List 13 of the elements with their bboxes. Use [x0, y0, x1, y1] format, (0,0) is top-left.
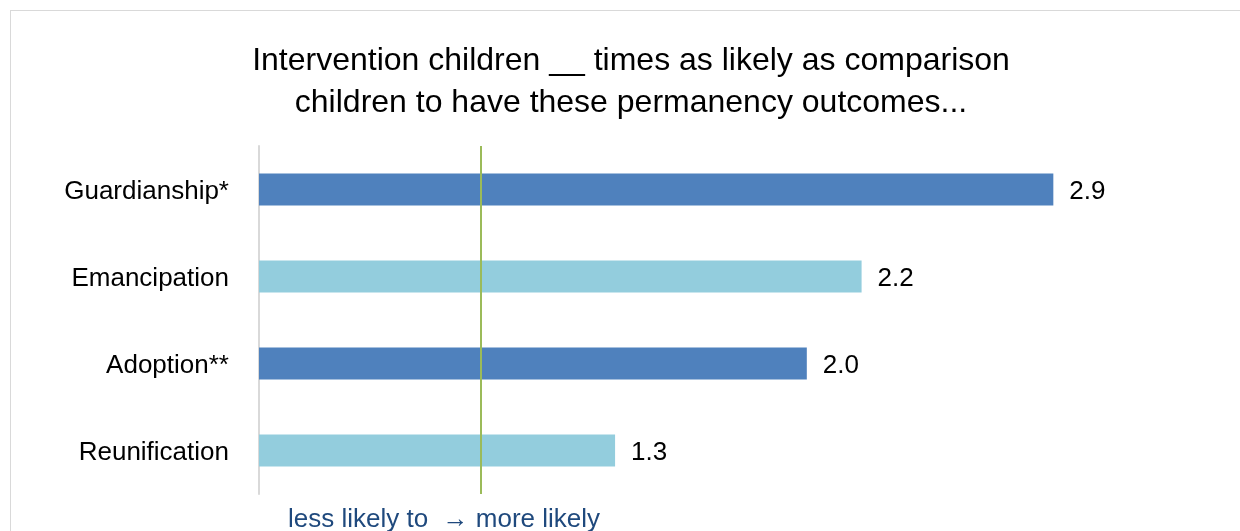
bar: [259, 260, 862, 293]
bar: [259, 173, 1054, 206]
data-label: 2.2: [877, 261, 914, 292]
bar: [259, 347, 807, 380]
y-tick-label: Adoption**: [106, 348, 229, 379]
y-tick-label: Emancipation: [71, 261, 229, 292]
chart-title: Intervention children __ times as likely as comparison children to have these permanency outcomes...: [252, 41, 1010, 119]
y-tick-label: Guardianship*: [64, 174, 229, 205]
data-label: 2.0: [822, 348, 859, 379]
bar: [259, 434, 616, 467]
y-tick-label: Reunification: [78, 435, 229, 466]
data-label: 1.3: [631, 435, 668, 466]
data-label: 2.9: [1069, 174, 1106, 205]
